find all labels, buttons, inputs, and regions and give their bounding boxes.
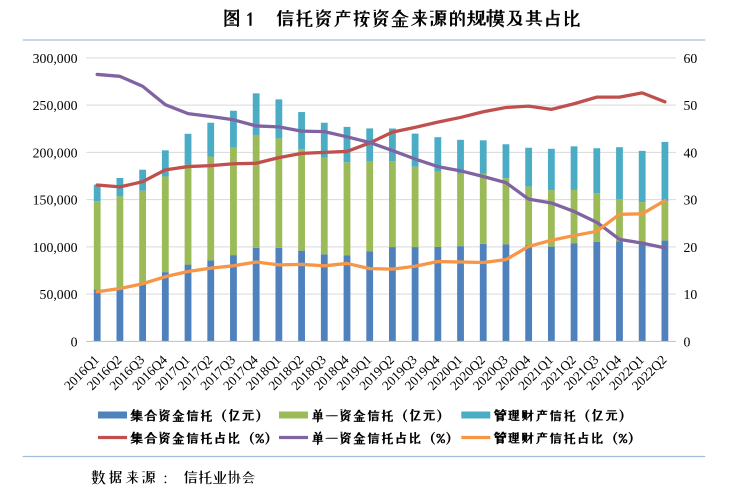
svg-text:250,000: 250,000 — [33, 98, 78, 113]
svg-text:100,000: 100,000 — [33, 240, 78, 255]
svg-text:10: 10 — [684, 287, 698, 302]
svg-text:60: 60 — [684, 51, 698, 66]
svg-text:40: 40 — [684, 145, 698, 160]
svg-text:图 1: 图 1 — [222, 9, 254, 29]
svg-text:150,000: 150,000 — [33, 193, 78, 208]
svg-text:集合资金信托占比（%）: 集合资金信托占比（%） — [130, 431, 278, 446]
svg-text:50: 50 — [684, 98, 698, 113]
svg-text:300,000: 300,000 — [33, 51, 78, 66]
svg-text:20: 20 — [684, 240, 698, 255]
svg-text:30: 30 — [684, 193, 698, 208]
svg-text:集合资金信托（亿元）: 集合资金信托（亿元） — [130, 409, 269, 424]
svg-text:管理财产信托（亿元）: 管理财产信托（亿元） — [493, 409, 632, 424]
svg-text:单一资金信托占比（%）: 单一资金信托占比（%） — [311, 431, 459, 446]
svg-text:数据来源：: 数据来源： — [91, 469, 174, 485]
svg-text:管理财产信托占比（%）: 管理财产信托占比（%） — [493, 431, 641, 446]
svg-text:0: 0 — [684, 334, 691, 349]
svg-text:0: 0 — [71, 334, 78, 349]
svg-text:单一资金信托（亿元）: 单一资金信托（亿元） — [311, 409, 450, 424]
svg-text:信托资产按资金来源的规模及其占比: 信托资产按资金来源的规模及其占比 — [275, 9, 581, 29]
svg-text:50,000: 50,000 — [40, 287, 78, 302]
svg-text:200,000: 200,000 — [33, 145, 78, 160]
svg-text:信托业协会: 信托业协会 — [183, 469, 256, 485]
